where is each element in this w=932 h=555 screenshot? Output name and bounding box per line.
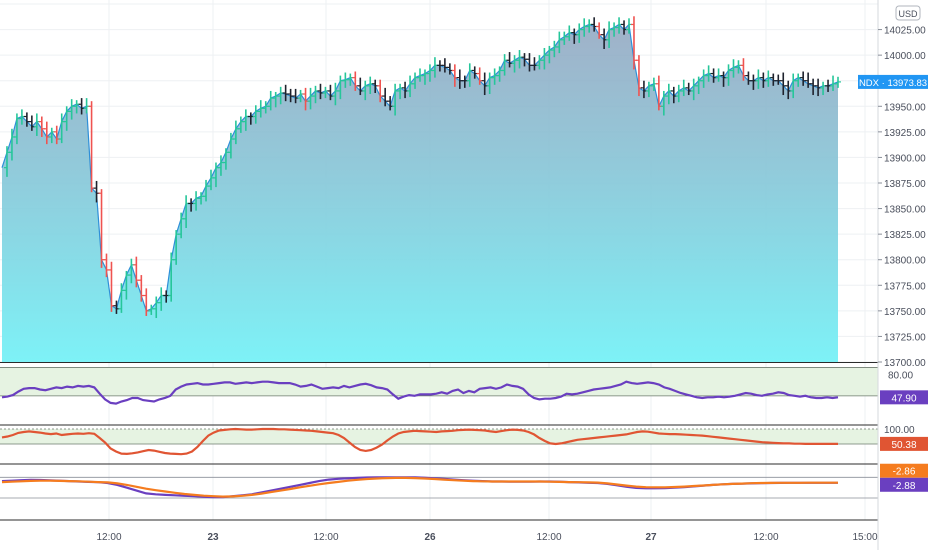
rsi-value-label: 47.90 <box>891 393 916 404</box>
y-tick-label: 14025.00 <box>884 26 926 37</box>
x-tick-label: 23 <box>207 532 219 543</box>
currency-badge[interactable] <box>895 5 921 21</box>
x-tick-label: 26 <box>424 532 436 543</box>
y-tick-label: 13875.00 <box>884 179 926 190</box>
price-badge-bg <box>858 74 928 89</box>
osc-tick-label: 100.00 <box>884 425 915 436</box>
indicator-lines <box>1 380 839 499</box>
panel-separators <box>0 0 879 550</box>
macd-value-label: -2.88 <box>893 481 916 492</box>
x-tick-label: 12:00 <box>753 532 778 543</box>
signal-value-label: -2.86 <box>893 467 916 478</box>
y-tick-label: 13900.00 <box>884 153 926 164</box>
axes: 13700.00 13725.00 13750.00 13775.00 13800.00… <box>96 26 926 543</box>
oscillator-line <box>1 427 838 456</box>
y-tick-label: 14000.00 <box>884 51 926 62</box>
x-tick-label: 27 <box>645 532 657 543</box>
x-tick-label: 12:00 <box>536 532 561 543</box>
y-tick-label: 13950.00 <box>884 102 926 113</box>
macd-line <box>1 476 838 499</box>
price-bars <box>3 16 841 319</box>
price-area-fill <box>2 24 838 362</box>
rsi-value-label-bg <box>880 390 928 405</box>
osc-value-label: 50.38 <box>891 440 916 451</box>
x-tick-label: 15:00 <box>852 532 877 543</box>
macd-value-label-bg <box>880 477 928 492</box>
rsi-line <box>1 380 839 405</box>
rsi-tick-label: 80.00 <box>888 371 913 382</box>
indicator-band <box>0 367 878 396</box>
signal-line <box>1 476 838 498</box>
osc-value-label-bg <box>880 436 928 451</box>
y-tick-label: 13725.00 <box>884 332 926 343</box>
y-tick-label: 13750.00 <box>884 307 926 318</box>
x-tick-label: 12:00 <box>313 532 338 543</box>
x-tick-label: 12:00 <box>96 532 121 543</box>
y-tick-label: 13775.00 <box>884 281 926 292</box>
y-tick-label: 13850.00 <box>884 205 926 216</box>
signal-value-label-bg <box>880 463 928 478</box>
price-badge: NDX · 13973.83 <box>859 78 927 89</box>
y-tick-label: 13825.00 <box>884 230 926 241</box>
currency-label: USD <box>898 9 918 19</box>
y-tick-label: 13700.00 <box>884 358 926 369</box>
y-tick-label: 13800.00 <box>884 256 926 267</box>
y-tick-label: 13925.00 <box>884 128 926 139</box>
value-labels: USD NDX · 13973.83 47.90 50.38 -2.86 -2.88 <box>858 5 928 492</box>
